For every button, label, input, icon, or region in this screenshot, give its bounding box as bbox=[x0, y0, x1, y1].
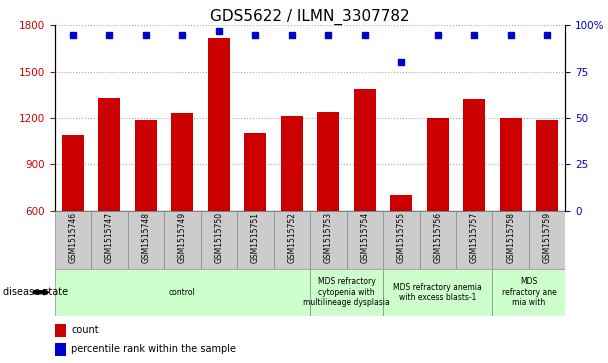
Text: percentile rank within the sample: percentile rank within the sample bbox=[71, 344, 236, 354]
Bar bbox=[55, 269, 310, 316]
Text: GSM1515752: GSM1515752 bbox=[288, 212, 296, 263]
Bar bbox=[208, 38, 230, 211]
Bar bbox=[164, 211, 201, 269]
Text: GSM1515748: GSM1515748 bbox=[142, 212, 150, 263]
Text: GSM1515753: GSM1515753 bbox=[324, 212, 333, 264]
Text: GSM1515759: GSM1515759 bbox=[543, 212, 551, 264]
Text: GSM1515750: GSM1515750 bbox=[215, 212, 223, 264]
Bar bbox=[244, 132, 266, 211]
Bar bbox=[390, 195, 412, 211]
Bar bbox=[171, 113, 193, 211]
Bar bbox=[281, 116, 303, 211]
Text: GSM1515758: GSM1515758 bbox=[506, 212, 515, 263]
Bar bbox=[492, 211, 529, 269]
Text: MDS
refractory ane
mia with: MDS refractory ane mia with bbox=[502, 277, 556, 307]
Bar bbox=[536, 120, 558, 211]
Bar bbox=[354, 89, 376, 211]
Bar bbox=[98, 98, 120, 211]
Bar bbox=[310, 211, 347, 269]
Text: GSM1515751: GSM1515751 bbox=[251, 212, 260, 263]
Bar bbox=[310, 269, 383, 316]
Bar bbox=[55, 343, 66, 356]
Text: GSM1515756: GSM1515756 bbox=[434, 212, 442, 264]
Title: GDS5622 / ILMN_3307782: GDS5622 / ILMN_3307782 bbox=[210, 9, 410, 25]
Bar bbox=[201, 211, 237, 269]
Text: control: control bbox=[169, 288, 196, 297]
Bar bbox=[62, 135, 84, 211]
Bar bbox=[55, 211, 91, 269]
Bar bbox=[347, 211, 383, 269]
Text: GSM1515747: GSM1515747 bbox=[105, 212, 114, 264]
Bar bbox=[427, 118, 449, 211]
Bar bbox=[383, 211, 420, 269]
Text: disease state: disease state bbox=[3, 287, 68, 297]
Text: GSM1515754: GSM1515754 bbox=[361, 212, 369, 264]
Text: GSM1515749: GSM1515749 bbox=[178, 212, 187, 264]
Text: GSM1515755: GSM1515755 bbox=[397, 212, 406, 264]
Text: MDS refractory anemia
with excess blasts-1: MDS refractory anemia with excess blasts… bbox=[393, 282, 482, 302]
Bar bbox=[237, 211, 274, 269]
Text: MDS refractory
cytopenia with
multilineage dysplasia: MDS refractory cytopenia with multilinea… bbox=[303, 277, 390, 307]
Bar bbox=[456, 211, 492, 269]
Bar bbox=[420, 211, 456, 269]
Bar bbox=[317, 112, 339, 211]
Bar bbox=[529, 211, 565, 269]
Bar bbox=[91, 211, 128, 269]
Text: GSM1515746: GSM1515746 bbox=[69, 212, 77, 264]
Text: count: count bbox=[71, 326, 98, 335]
Bar bbox=[128, 211, 164, 269]
Bar bbox=[492, 269, 565, 316]
Bar bbox=[500, 118, 522, 211]
Text: GSM1515757: GSM1515757 bbox=[470, 212, 478, 264]
Bar bbox=[274, 211, 310, 269]
Bar bbox=[55, 324, 66, 337]
Bar bbox=[135, 120, 157, 211]
Bar bbox=[383, 269, 492, 316]
Bar bbox=[463, 99, 485, 211]
